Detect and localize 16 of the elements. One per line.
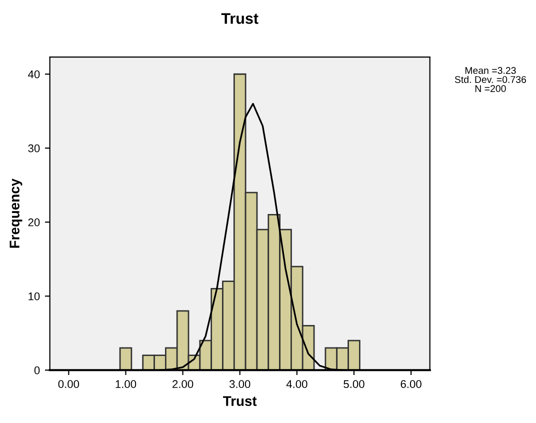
chart-title: Trust (221, 13, 258, 24)
y-tick-label: 20 (28, 218, 40, 226)
y-axis-title: Frequency (10, 178, 22, 248)
x-tick-label: 0.00 (58, 380, 80, 388)
x-tick-label: 2.00 (172, 380, 194, 388)
x-tick-label: 3.00 (229, 380, 250, 388)
x-tick-label: 4.00 (286, 380, 308, 388)
x-axis-title: Trust (223, 396, 257, 406)
text: Mean =3.23 Std. Dev. =0.736 N =200 (454, 67, 526, 92)
y-tick-label: 10 (28, 292, 40, 300)
y-tick-label: 0 (34, 366, 40, 374)
x-tick-label: 1.00 (116, 380, 136, 388)
y-tick-label: 30 (28, 144, 40, 152)
y-tick-label: 40 (28, 70, 40, 78)
x-tick-label: 6.00 (400, 380, 422, 388)
x-tick-label: 5.00 (344, 380, 364, 388)
